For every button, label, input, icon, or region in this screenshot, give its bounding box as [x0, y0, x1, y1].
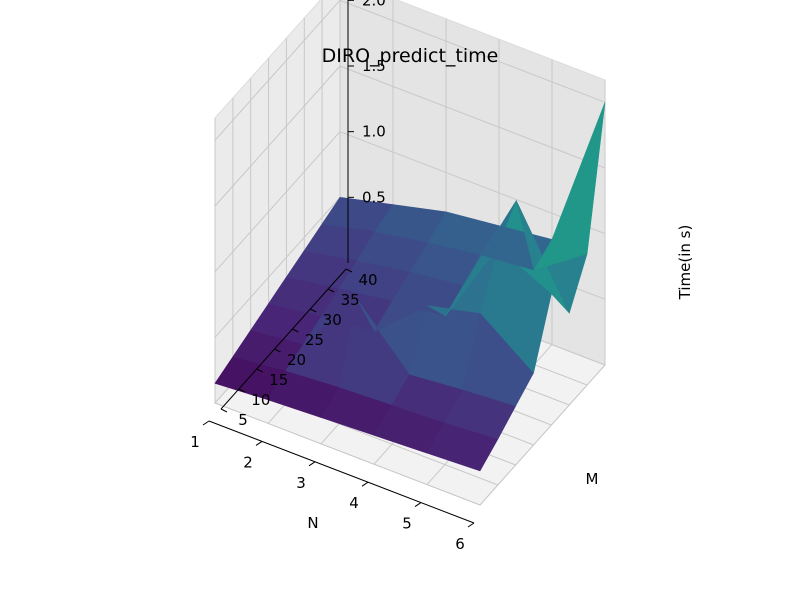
y-tick-mark — [292, 328, 299, 333]
z-tick-label: 0.5 — [362, 188, 386, 206]
grid-line-z — [214, 0, 606, 141]
x-axis-line — [208, 420, 475, 524]
y-tick-label: 40 — [358, 271, 377, 289]
y-tick-mark — [238, 388, 246, 393]
x-tick-mark — [414, 502, 422, 508]
y-tick-label: 10 — [251, 391, 270, 409]
x-tick-mark — [467, 522, 475, 528]
x-tick-label: 6 — [455, 535, 465, 553]
x-tick-mark — [202, 420, 210, 426]
surface-facet — [533, 102, 606, 271]
x-tick-label: 2 — [243, 453, 253, 471]
surface-mesh — [214, 102, 606, 472]
y-tick-label: 25 — [305, 331, 324, 349]
z-tick-label: 1.5 — [362, 57, 386, 75]
y-tick-mark — [345, 268, 353, 273]
x-tick-mark — [308, 461, 316, 467]
x-tick-mark — [255, 440, 263, 446]
grid-line-z — [214, 65, 606, 207]
chart-title: DIRO_predict_time — [322, 45, 499, 67]
y-tick-label: 30 — [323, 311, 342, 329]
y-tick-label: 35 — [341, 291, 360, 309]
x-tick-mark — [361, 481, 369, 487]
y-tick-label: 15 — [269, 371, 288, 389]
y-tick-mark — [220, 408, 228, 413]
x-tick-label: 3 — [296, 474, 306, 492]
y-tick-mark — [310, 308, 317, 313]
y-tick-mark — [327, 288, 335, 293]
grid-line-y — [214, 118, 481, 506]
x-tick-label: 1 — [190, 433, 200, 451]
x-tick-label: 5 — [402, 515, 412, 533]
y-tick-label: 20 — [287, 351, 306, 369]
y-tick-mark — [256, 368, 263, 373]
y-axis-label: M — [586, 470, 599, 488]
z-tick-label: 1.0 — [362, 123, 386, 141]
y-axis-line — [220, 268, 347, 410]
axis-lines — [208, 0, 475, 524]
y-tick-mark — [274, 348, 281, 353]
grid-line-z — [214, 131, 606, 273]
z-tick-label: 2.0 — [362, 0, 386, 9]
x-tick-label: 4 — [349, 494, 359, 512]
y-tick-label: 5 — [238, 411, 248, 429]
z-axis-label: Time(in s) — [676, 225, 694, 301]
x-axis-label: N — [307, 514, 318, 532]
